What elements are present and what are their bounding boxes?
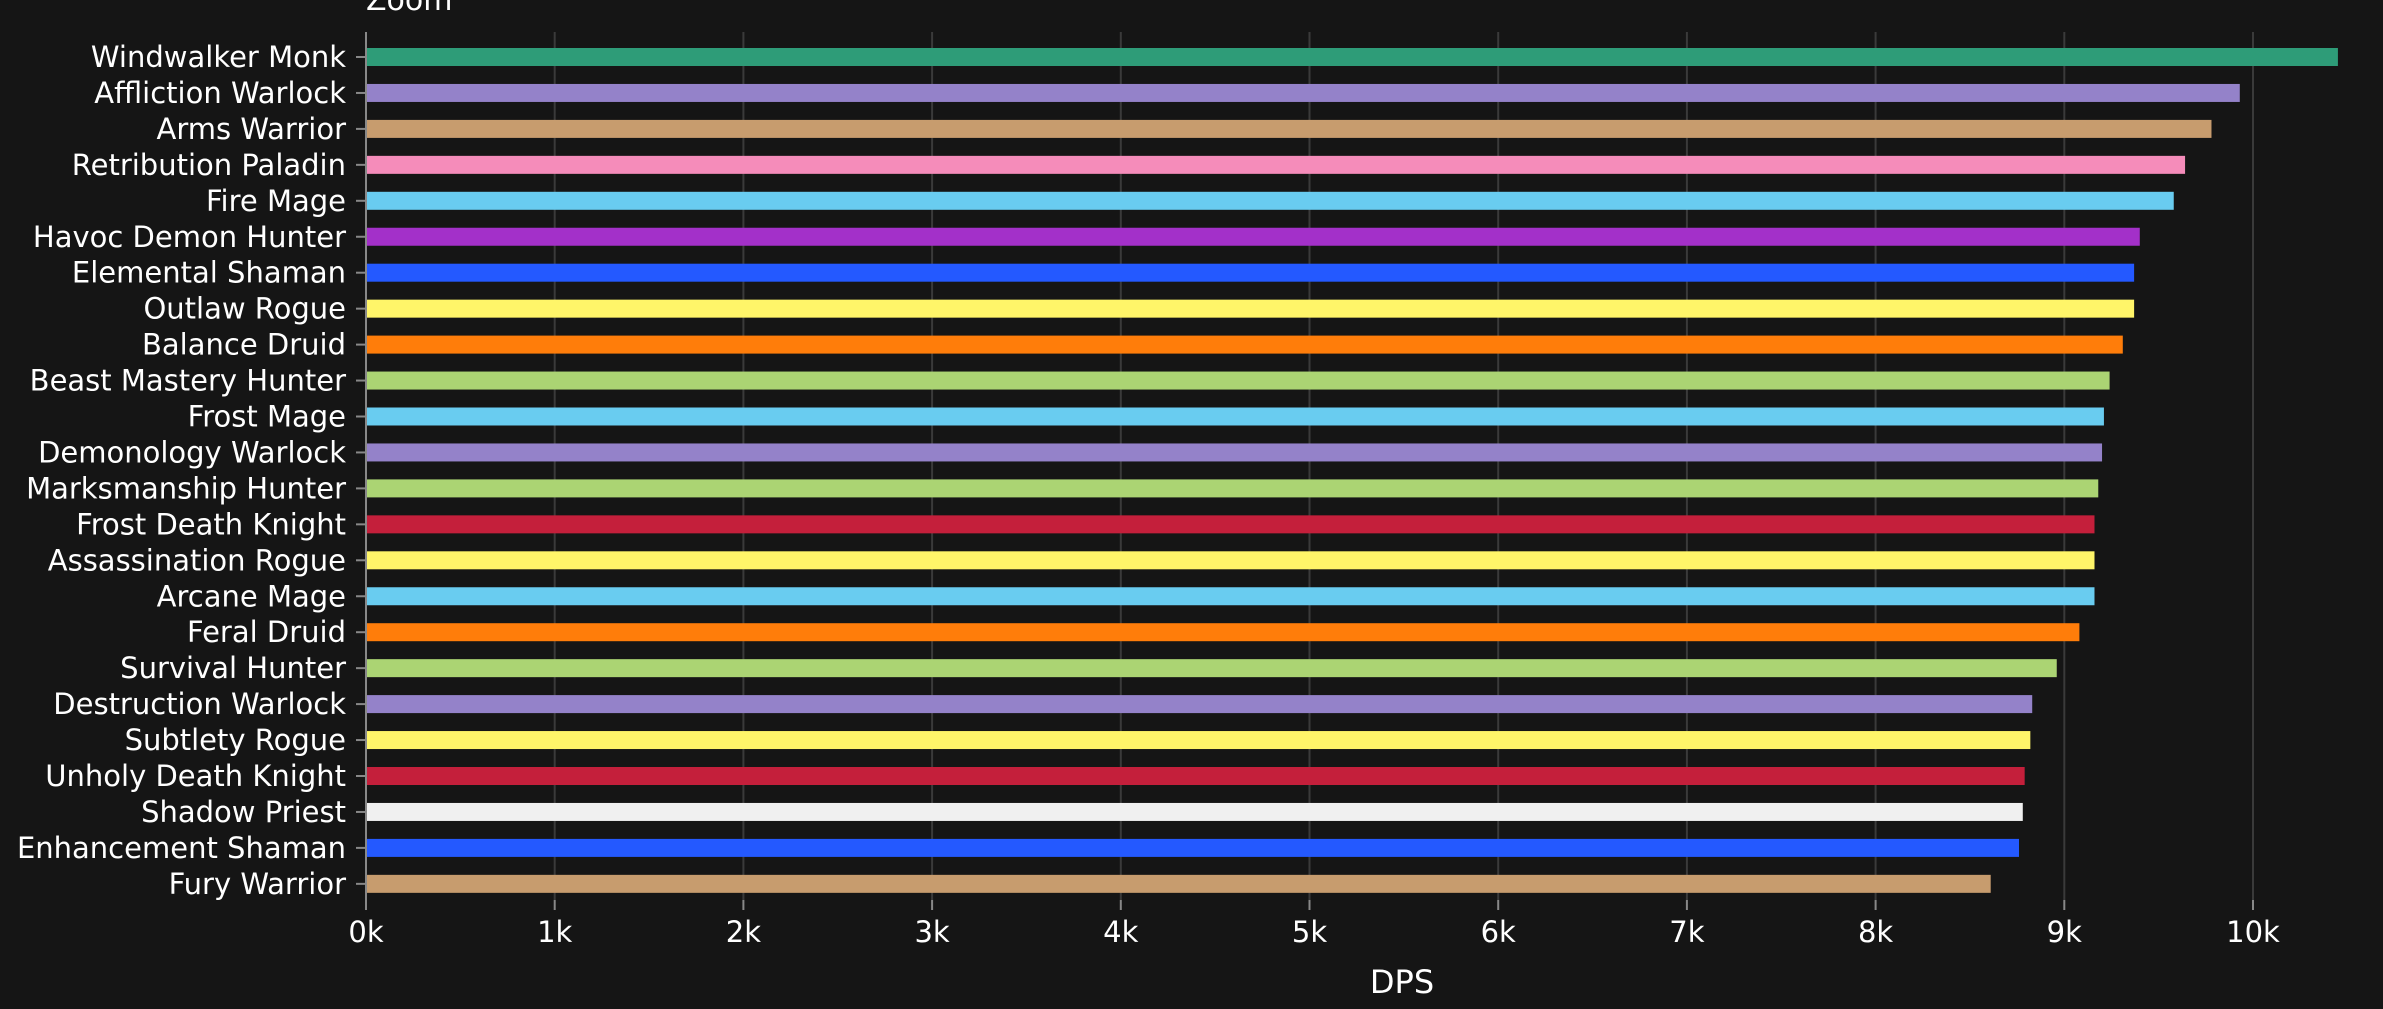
x-tick-label: 6k (1481, 915, 1516, 949)
bar[interactable] (367, 874, 1991, 893)
bar[interactable] (367, 48, 2338, 66)
x-tick-label: 9k (2047, 915, 2082, 949)
x-tick-label: 1k (537, 915, 572, 949)
bar[interactable] (367, 191, 2174, 210)
category-label: Fire Mage (206, 184, 346, 218)
x-tick-label: 0k (348, 915, 383, 949)
category-label: Windwalker Monk (91, 40, 346, 74)
bar[interactable] (367, 587, 2095, 606)
category-label: Assassination Rogue (48, 543, 346, 577)
bars (367, 48, 2338, 893)
x-tick-label: 10k (2226, 915, 2280, 949)
category-label: Beast Mastery Hunter (30, 364, 346, 398)
category-label: Feral Druid (187, 615, 346, 649)
x-tick-label: 2k (726, 915, 761, 949)
category-label: Elemental Shaman (72, 256, 346, 290)
category-label: Marksmanship Hunter (26, 471, 346, 505)
category-label: Survival Hunter (120, 651, 346, 685)
bar[interactable] (367, 551, 2095, 570)
category-label: Shadow Priest (141, 795, 346, 829)
bar[interactable] (367, 335, 2123, 354)
category-label: Destruction Warlock (53, 687, 346, 721)
category-label: Frost Death Knight (76, 507, 346, 541)
category-label: Subtlety Rogue (125, 723, 346, 757)
category-label: Arcane Mage (157, 579, 346, 613)
bar[interactable] (367, 479, 2099, 498)
grid-lines (553, 32, 2254, 900)
bar[interactable] (367, 659, 2057, 678)
category-label: Fury Warrior (169, 867, 347, 901)
x-tick-label: 7k (1669, 915, 1704, 949)
bar[interactable] (367, 83, 2240, 102)
x-tick-label: 3k (914, 915, 949, 949)
x-tick-label: 4k (1103, 915, 1138, 949)
category-label: Demonology Warlock (38, 435, 346, 469)
bar[interactable] (367, 443, 2103, 462)
x-tick-label: 8k (1858, 915, 1893, 949)
x-axis: 0k 1k 2k 3k 4k 5k 6k 7k 8k 9k 10k (348, 900, 2280, 949)
category-label: Affliction Warlock (94, 76, 346, 110)
category-label: Unholy Death Knight (45, 759, 346, 793)
category-label: Outlaw Rogue (143, 292, 346, 326)
bar[interactable] (367, 623, 2080, 642)
category-label: Arms Warrior (157, 112, 347, 146)
bar[interactable] (367, 227, 2140, 246)
x-tick-label: 5k (1292, 915, 1327, 949)
bar[interactable] (367, 767, 2025, 785)
bar[interactable] (367, 371, 2110, 390)
category-label: Enhancement Shaman (17, 831, 346, 865)
bar[interactable] (367, 299, 2135, 318)
bar[interactable] (367, 119, 2212, 138)
bar[interactable] (367, 515, 2095, 534)
bar[interactable] (367, 155, 2186, 174)
bar[interactable] (367, 731, 2031, 750)
category-label: Balance Druid (142, 328, 346, 362)
category-label: Retribution Paladin (72, 148, 346, 182)
bar[interactable] (367, 802, 2023, 821)
bar[interactable] (367, 695, 2033, 714)
category-label: Frost Mage (188, 400, 346, 434)
bar[interactable] (367, 407, 2104, 426)
bar[interactable] (367, 838, 2020, 857)
bar[interactable] (367, 263, 2135, 282)
zoom-label[interactable]: Zoom (366, 0, 452, 18)
x-axis-title: DPS (1370, 963, 1434, 1001)
category-label: Havoc Demon Hunter (33, 220, 346, 254)
